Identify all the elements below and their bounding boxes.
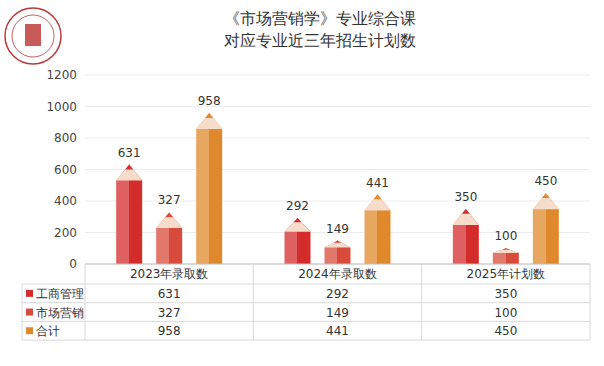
grid-line [85, 106, 590, 107]
pencil-tip [196, 113, 222, 129]
legend-marker [26, 327, 33, 334]
data-label: 441 [366, 176, 389, 190]
legend-label: 市场营销 [36, 306, 84, 320]
data-table: 2023年录取数 2024年录取数 2025年计划数工商管理 631 292 350 市场营… [22, 264, 590, 340]
table-value: 292 [326, 287, 349, 301]
bar [533, 193, 559, 264]
table-value: 327 [158, 306, 181, 320]
x-tick-label: 2024年录取数 [298, 267, 377, 281]
table-value: 450 [494, 324, 517, 338]
table-line [22, 340, 590, 341]
table-line [85, 264, 86, 340]
pencil-point [334, 241, 342, 243]
table-line [22, 302, 590, 303]
bar [285, 218, 311, 264]
data-labels: 631 292 350 327 149 100 958 441 450 [118, 94, 558, 243]
table-value: 441 [326, 324, 349, 338]
logo [5, 8, 61, 64]
subtitle: 对应专业近三年招生计划数 [224, 31, 416, 50]
pencil-point [165, 212, 173, 217]
table-value: 350 [494, 287, 517, 301]
data-label: 350 [454, 190, 477, 204]
y-tick-label: 400 [54, 194, 77, 208]
legend-label: 合计 [36, 324, 60, 338]
chart: 《市场营销学》专业综合课对应专业近三年招生计划数 0 200 400 600 800 100… [0, 0, 604, 366]
grid-line [85, 138, 590, 139]
data-label: 100 [494, 229, 517, 243]
y-tick-label: 0 [69, 257, 77, 271]
logo-building [25, 24, 41, 46]
x-axis [85, 264, 590, 265]
data-label: 631 [118, 146, 141, 160]
y-tick-label: 1200 [46, 68, 77, 82]
pencil-tip [533, 193, 559, 209]
table-value: 958 [158, 324, 181, 338]
table-line [22, 321, 590, 322]
title: 《市场营销学》专业综合课 [224, 9, 416, 28]
data-label: 149 [326, 222, 349, 236]
data-label: 450 [534, 174, 557, 188]
x-tick-label: 2023年录取数 [130, 267, 209, 281]
bar [365, 195, 391, 264]
bar [156, 212, 182, 264]
pencil-tip [285, 218, 311, 232]
table-value: 149 [326, 306, 349, 320]
legend-label: 工商管理 [36, 287, 84, 301]
bar [493, 248, 519, 264]
table-line [421, 264, 422, 340]
pencil-tip [325, 241, 351, 248]
table-line [253, 264, 254, 340]
pencil-tip [156, 212, 182, 227]
y-tick-label: 600 [54, 163, 77, 177]
table-line [22, 284, 23, 340]
y-tick-label: 200 [54, 226, 77, 240]
grid [85, 75, 590, 264]
table-line [590, 264, 591, 340]
legend-marker [26, 309, 33, 316]
table-value: 631 [158, 287, 181, 301]
pencil-point [374, 195, 382, 200]
y-tick-label: 800 [54, 131, 77, 145]
legend-marker [26, 290, 33, 297]
bar [325, 241, 351, 264]
bar [453, 209, 479, 264]
logo-ring [5, 8, 61, 64]
pencil-point [125, 165, 133, 170]
grid-line [85, 169, 590, 170]
table-line [22, 284, 590, 285]
x-tick-label: 2025年计划数 [467, 267, 546, 281]
bar [116, 165, 142, 264]
pencil-point [502, 248, 510, 249]
pencil-tip [116, 165, 142, 181]
bar [196, 113, 222, 264]
y-tick-label: 1000 [46, 100, 77, 114]
table-value: 100 [494, 306, 517, 320]
pencil-point [462, 209, 470, 214]
pencil-point [294, 218, 302, 222]
data-label: 327 [158, 193, 181, 207]
pencil-tip [453, 209, 479, 225]
data-label: 958 [198, 94, 221, 108]
grid-line [85, 264, 590, 265]
pencil-tip [493, 248, 519, 253]
grid-line [85, 75, 590, 76]
logo-inner [12, 15, 54, 57]
data-label: 292 [286, 199, 309, 213]
bars [116, 113, 559, 264]
pencil-tip [365, 195, 391, 211]
pencil-point [542, 193, 550, 198]
pencil-point [205, 113, 213, 118]
